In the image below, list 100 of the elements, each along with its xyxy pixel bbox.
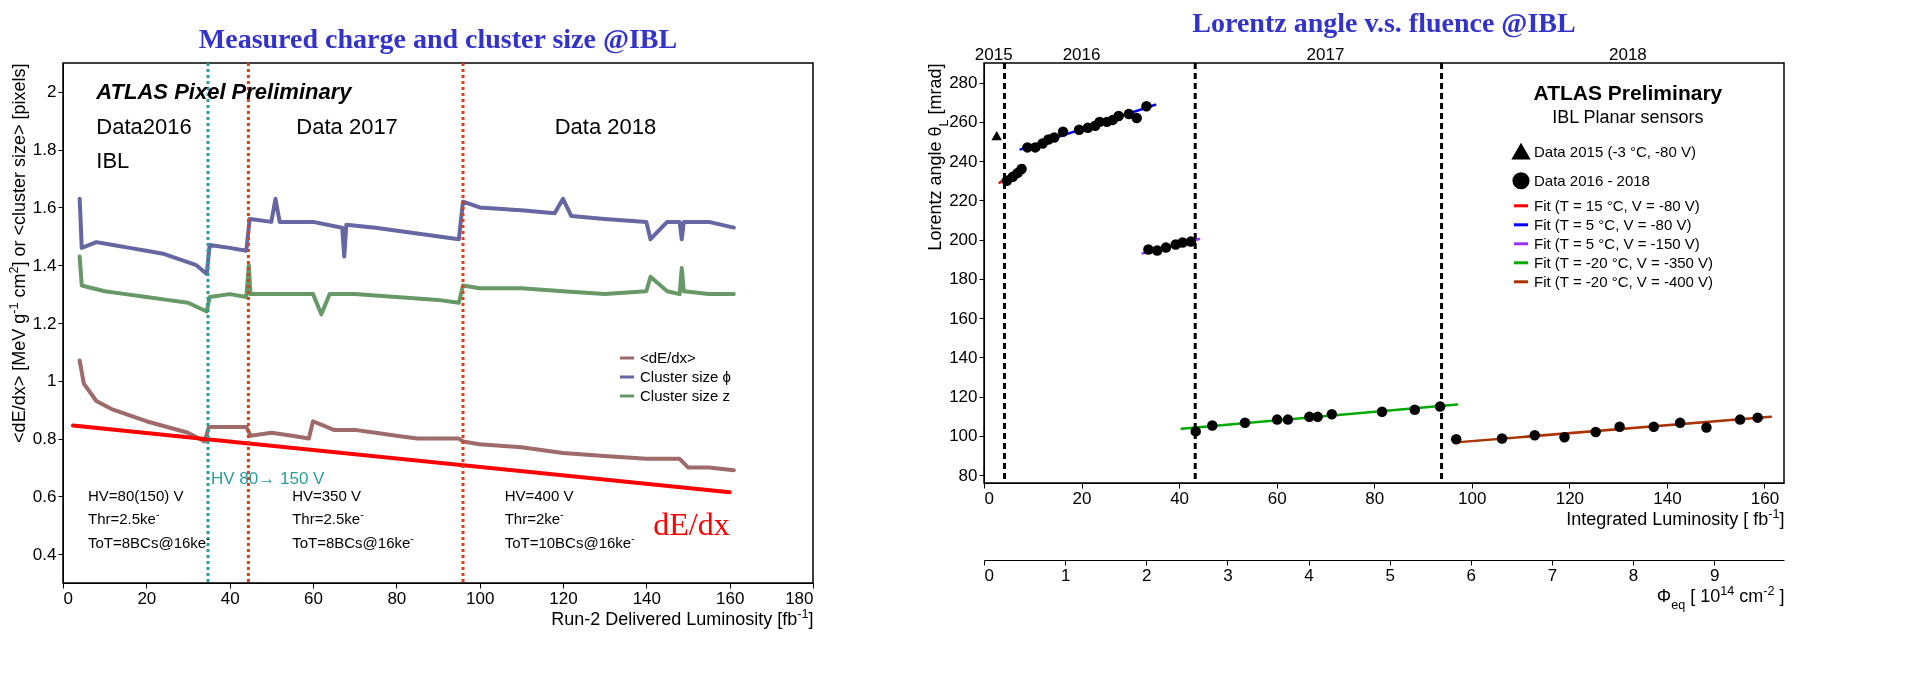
point: [1734, 414, 1746, 425]
annotation: 2016: [1062, 45, 1101, 65]
y-tick-label: 0.8: [32, 429, 57, 449]
annotation: ToT=8BCs@16ke$^{-}$: [88, 531, 211, 551]
point: [1123, 108, 1135, 120]
x-tick-label: 0: [984, 488, 994, 508]
x-tick-label: 80: [1365, 488, 1385, 508]
point: [1674, 417, 1686, 428]
point: [1151, 245, 1163, 256]
x-tick-label: 180: [785, 588, 814, 608]
y-tick-label: 0.4: [32, 544, 57, 564]
annotation: Data2016: [96, 113, 192, 139]
annotation: IBL Planar sensors: [1552, 106, 1704, 127]
point: [991, 131, 1002, 141]
y-tick-label: 1.8: [32, 140, 57, 160]
point: [1271, 414, 1283, 425]
x-tick-label: 120: [549, 588, 578, 608]
point: [1614, 421, 1625, 432]
x-tick-label: 160: [1750, 488, 1780, 508]
point: [1016, 163, 1027, 175]
annotation: IBL: [96, 148, 130, 174]
annotation: HV=80(150) V: [88, 487, 184, 505]
annotation: ATLAS Preliminary: [1533, 81, 1723, 105]
annotation: ToT=10BCs@16ke$^{-}$: [504, 531, 636, 551]
point: [1590, 426, 1601, 438]
point: [1496, 433, 1508, 444]
y-tick-label: 1.2: [32, 313, 57, 333]
legend-label: Fit (T = 5 °C, V = -150 V): [1534, 234, 1700, 252]
point: [1143, 244, 1154, 255]
point: [1648, 421, 1659, 432]
annotation: 2015: [974, 45, 1013, 65]
x-tick-label: 40: [220, 588, 240, 608]
x2-tick-label: 3: [1223, 565, 1233, 585]
point: [1207, 420, 1218, 431]
legend-label: Cluster size z: [640, 387, 731, 404]
annotation: 2018: [1608, 45, 1647, 65]
point: [1312, 411, 1323, 423]
legend-label: Cluster size ϕ: [640, 368, 731, 385]
x-tick-label: 20: [1072, 488, 1092, 508]
point: [1450, 434, 1462, 445]
y-tick-label: 0.6: [32, 486, 57, 506]
x2-tick-label: 1: [1060, 565, 1071, 585]
x-tick-label: 160: [715, 588, 745, 608]
legend-label: Data 2016 - 2018: [1534, 171, 1650, 189]
x2-tick-label: 9: [1709, 565, 1720, 585]
point: [1752, 412, 1763, 423]
point: [1409, 404, 1420, 416]
y-tick-label: 120: [949, 387, 978, 407]
y-tick-label: 100: [949, 426, 978, 446]
legend-label: Fit (T = 15 °C, V = -80 V): [1534, 196, 1700, 214]
x2-tick-label: 4: [1304, 565, 1314, 585]
y-tick-label: 180: [949, 269, 978, 289]
point: [1177, 237, 1188, 248]
x-tick-label: 60: [304, 588, 323, 608]
chart-title: Measured charge and cluster size @IBL: [198, 22, 678, 54]
x-tick-label: 60: [1267, 488, 1287, 508]
annotation: Data 2018: [554, 113, 657, 139]
point: [1073, 124, 1085, 135]
y-tick-label: 1: [47, 371, 57, 391]
legend-label: Fit (T = 5 °C, V = -80 V): [1534, 215, 1692, 233]
y-tick-label: 140: [949, 347, 978, 367]
legend-label: Data 2015 (-3 °C, -80 V): [1534, 142, 1696, 160]
x-tick-label: 100: [465, 588, 495, 608]
annotation: Thr=2.5ke$^{-}$: [88, 508, 160, 528]
point: [1701, 422, 1712, 433]
legend-label: Fit (T = -20 °C, V = -400 V): [1534, 272, 1714, 290]
x2-tick-label: 8: [1628, 565, 1639, 585]
point: [1239, 417, 1251, 428]
annotation: 2017: [1306, 45, 1345, 65]
x-axis-title: Run-2 Delivered Luminosity [fb$^{-1}$]: [551, 606, 814, 629]
y-tick-label: 1.6: [32, 197, 57, 217]
legend-label: Fit (T = -20 °C, V = -350 V): [1534, 253, 1714, 271]
annotation: dE/dx: [653, 506, 730, 543]
y-tick-label: 2: [47, 82, 57, 102]
y-tick-label: 220: [949, 190, 978, 210]
point: [1376, 406, 1388, 417]
ref-line-label: HV 80→ 150 V: [211, 469, 326, 488]
x-tick-label: 100: [1458, 488, 1487, 508]
point: [1529, 430, 1540, 441]
point: [1049, 132, 1060, 143]
x-axis-title: Integrated Luminosity [ fb$^{-1}$]: [1566, 506, 1785, 529]
line-series: [77, 196, 736, 276]
point: [1057, 126, 1069, 137]
x-tick-label: 140: [1653, 488, 1682, 508]
point: [1282, 414, 1294, 425]
annotation: Data 2017: [296, 113, 398, 139]
annotation: ATLAS Pixel Preliminary: [95, 78, 354, 104]
annotation: Thr=2.5ke$^{-}$: [292, 508, 365, 528]
chart-title: Lorentz angle v.s. fluence @IBL: [1192, 7, 1576, 39]
x2-tick-label: 6: [1466, 565, 1477, 585]
y-tick-label: 240: [949, 151, 978, 171]
x-tick-label: 40: [1170, 488, 1190, 508]
x2-tick-label: 0: [984, 565, 994, 585]
x2-axis-title: Φ$_{eq}$ [ 10$^{14}$ cm$^{-2}$ ]: [1656, 583, 1785, 612]
y-tick-label: 80: [958, 465, 978, 485]
annotation: Thr=2ke$^{-}$: [504, 508, 565, 528]
y-tick-label: 260: [949, 112, 978, 132]
annotation: ToT=8BCs@16ke$^{-}$: [292, 531, 415, 551]
x-tick-label: 20: [137, 588, 157, 608]
legend-label: <dE/dx>: [640, 349, 697, 366]
